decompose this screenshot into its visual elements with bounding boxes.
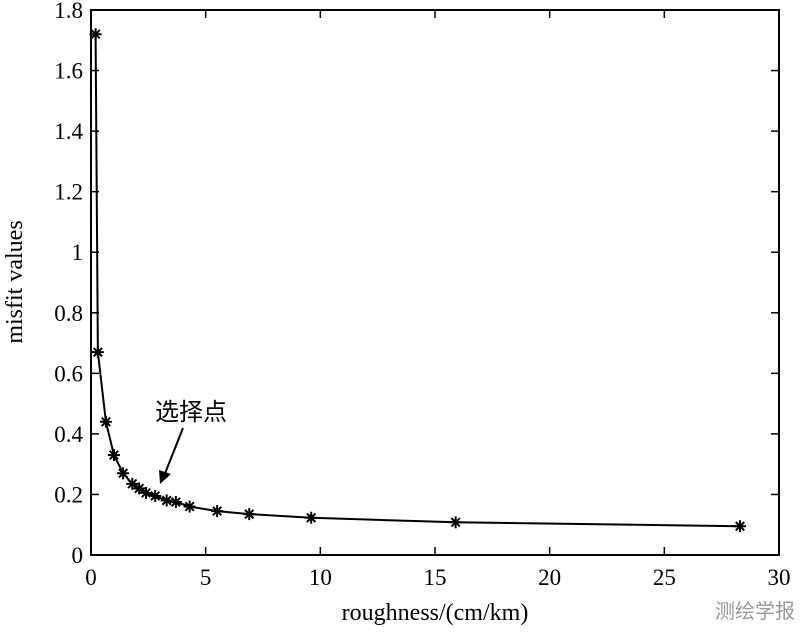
y-tick-label: 0.4	[54, 422, 83, 447]
marker-stroke	[184, 501, 195, 512]
marker-stroke	[170, 497, 181, 507]
data-marker	[133, 482, 146, 495]
marker-stroke	[118, 468, 129, 479]
y-tick-label: 1.6	[54, 59, 83, 84]
annotation-arrowhead	[159, 470, 171, 484]
marker-stroke	[244, 509, 255, 520]
x-tick-label: 20	[538, 565, 561, 590]
marker-stroke	[161, 495, 172, 506]
y-tick-label: 0.6	[54, 361, 83, 386]
marker-stroke	[134, 483, 145, 494]
marker-stroke	[150, 491, 161, 501]
y-tick-label: 1.4	[54, 119, 83, 144]
marker-stroke	[306, 512, 317, 523]
data-marker	[89, 28, 102, 41]
x-tick-label: 30	[768, 565, 791, 590]
x-tick-label: 25	[653, 565, 676, 590]
data-marker	[126, 477, 139, 490]
marker-stroke	[108, 450, 119, 461]
x-tick-label: 10	[309, 565, 332, 590]
y-axis-label: misfit values	[2, 220, 28, 343]
data-marker	[211, 505, 224, 518]
marker-stroke	[212, 506, 223, 517]
data-line	[94, 34, 741, 528]
y-tick-label: 0.8	[54, 301, 83, 326]
y-tick-label: 1	[72, 240, 84, 265]
data-marker	[243, 508, 256, 521]
marker-stroke	[735, 521, 745, 532]
marker-stroke	[127, 478, 138, 489]
data-marker	[107, 449, 120, 462]
watermark: 测绘学报	[715, 599, 795, 623]
data-marker	[149, 489, 162, 502]
annotation: 选择点	[155, 399, 227, 426]
x-tick-label: 15	[424, 565, 447, 590]
data-marker	[183, 500, 196, 513]
data-marker	[305, 511, 318, 524]
data-marker	[169, 496, 182, 509]
marker-stroke	[90, 29, 101, 40]
x-tick-label: 0	[85, 565, 97, 590]
data-marker	[99, 415, 112, 428]
data-marker	[160, 494, 173, 507]
data-marker	[91, 346, 104, 359]
y-tick-label: 0.2	[54, 482, 83, 507]
marker-stroke	[450, 517, 461, 528]
marker-stroke	[100, 416, 111, 427]
y-tick-label: 0	[72, 543, 84, 568]
annotation-arrow	[163, 427, 184, 477]
x-axis-label: roughness/(cm/km)	[342, 600, 529, 626]
data-marker	[117, 467, 130, 480]
plot-frame	[90, 9, 780, 556]
x-tick-label: 5	[200, 565, 212, 590]
y-tick-label: 1.8	[54, 0, 83, 23]
data-marker	[734, 520, 747, 533]
data-marker	[140, 486, 153, 499]
marker-stroke	[141, 487, 151, 498]
y-tick-label: 1.2	[54, 180, 83, 205]
marker-stroke	[92, 347, 103, 358]
data-marker	[449, 516, 462, 529]
